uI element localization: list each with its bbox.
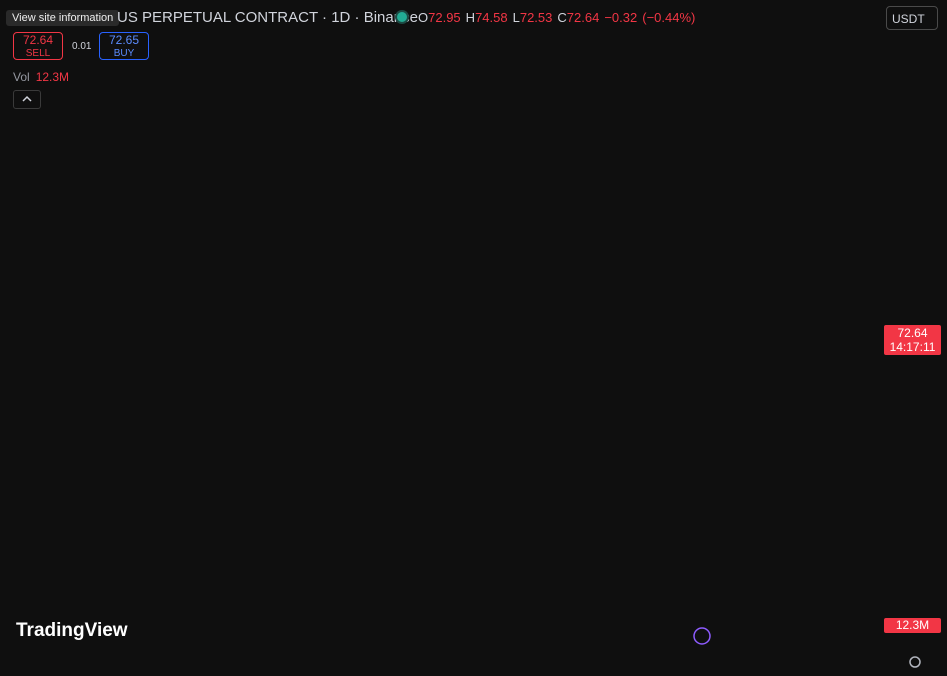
flash-icon[interactable]: [693, 627, 711, 645]
sell-button[interactable]: 72.64 SELL: [13, 32, 63, 60]
sell-label: SELL: [25, 48, 51, 59]
ohlc-value: 72.53: [519, 10, 553, 25]
volume-label: 12.3M: [884, 618, 941, 633]
branding: TradingView: [16, 620, 128, 641]
countdown: 14:17:11: [889, 340, 936, 354]
volume-name: Vol: [13, 70, 30, 84]
settings-icon[interactable]: [909, 656, 921, 668]
currency-button[interactable]: USDT: [886, 6, 938, 30]
collapse-icon: [22, 95, 32, 102]
buy-label: BUY: [113, 48, 135, 59]
symbol[interactable]: US PERPETUAL CONTRACT · 1D · Binance: [117, 9, 418, 26]
current-price: 72.64: [897, 326, 928, 340]
buy-button[interactable]: 72.65 BUY: [99, 32, 149, 60]
spread: 0.01: [72, 41, 92, 52]
ohlc: O72.95 H74.58 L72.53 C72.64 −0.32 (−0.44%): [418, 10, 700, 25]
change-pct: (−0.44%): [642, 10, 696, 25]
ohlc-value: 74.58: [475, 10, 508, 25]
tooltip: View site information: [6, 10, 120, 26]
volume-legend: Vol 12.3M: [13, 70, 69, 84]
status-dot: [397, 12, 407, 22]
sell-price: 72.64: [22, 33, 54, 47]
volume-legend-value: 12.3M: [35, 70, 70, 84]
ohlc-letter: L: [512, 10, 520, 25]
ohlc-letter: H: [465, 10, 476, 25]
collapse-button[interactable]: [13, 90, 41, 109]
buy-price: 72.65: [108, 33, 140, 47]
ohlc-letter: C: [557, 10, 567, 25]
ohlc-value: 72.95: [428, 10, 461, 25]
change: −0.32: [604, 10, 638, 25]
ohlc-value: 72.64: [566, 10, 600, 25]
price-label: 72.64 14:17:11: [884, 325, 941, 355]
ohlc-letter: O: [418, 10, 429, 25]
